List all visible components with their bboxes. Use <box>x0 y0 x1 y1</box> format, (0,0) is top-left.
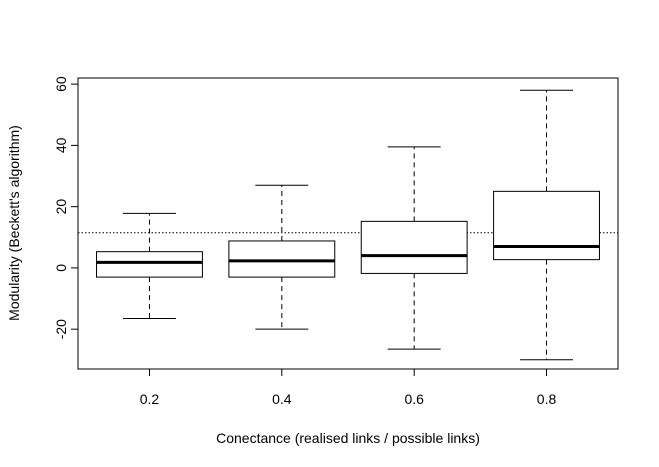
x-axis: 0.2 0.4 0.6 0.8 <box>140 368 557 407</box>
y-tick-label: 20 <box>53 199 69 215</box>
x-tick-label: 0.2 <box>140 391 160 407</box>
y-axis-title: Modularity (Beckett's algorithm) <box>6 125 22 321</box>
x-axis-title: Conectance (realised links / possible li… <box>216 430 480 446</box>
box-group-0-4 <box>228 184 336 330</box>
box-group-0-6 <box>360 146 468 350</box>
y-tick-label: 0 <box>53 264 69 272</box>
box-iqr <box>360 220 468 274</box>
x-tick-label: 0.8 <box>537 391 557 407</box>
box-group-0-2 <box>96 212 203 319</box>
y-tick-label: 60 <box>53 76 69 92</box>
box-iqr <box>228 240 336 278</box>
x-tick-label: 0.6 <box>404 391 424 407</box>
plot-area <box>78 89 618 361</box>
box-group-0-8 <box>493 89 600 361</box>
box-iqr <box>96 251 203 278</box>
y-axis: -20 0 20 40 60 <box>53 76 79 339</box>
box-iqr <box>493 190 600 261</box>
y-tick-label: -20 <box>53 319 69 339</box>
x-tick-label: 0.4 <box>272 391 292 407</box>
y-tick-label: 40 <box>53 137 69 153</box>
